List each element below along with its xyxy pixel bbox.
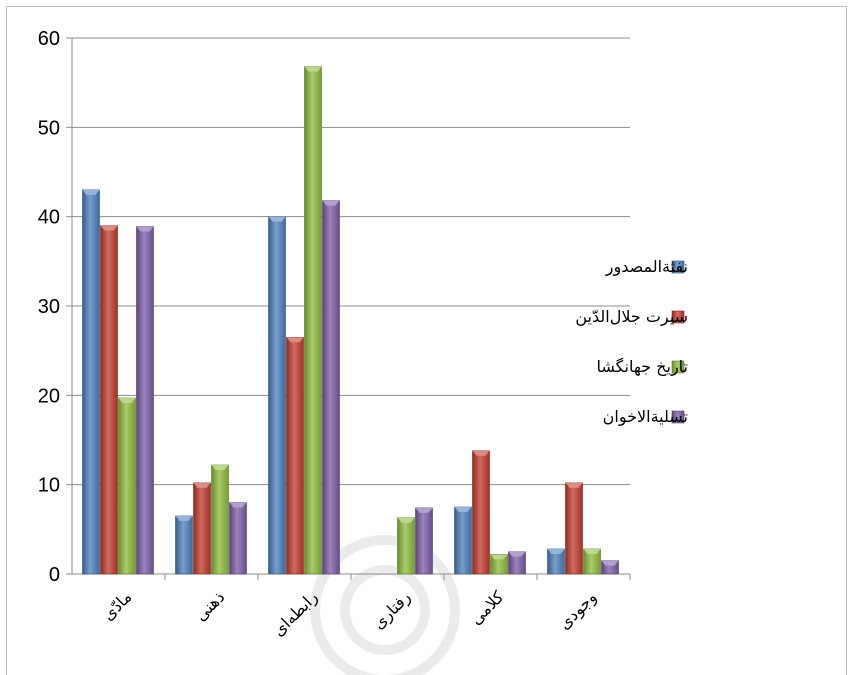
- x-tick-label: ذهنی: [191, 587, 228, 624]
- bar: [397, 517, 415, 575]
- bar: [454, 506, 472, 575]
- legend-label: سیرت جلال‌الدّین: [575, 307, 688, 327]
- y-tick-label: 40: [38, 207, 60, 229]
- bar: [286, 336, 304, 575]
- bar-top-bevel: [472, 450, 490, 456]
- bar: [322, 200, 340, 575]
- legend-label: نفثةالمصدور: [605, 257, 688, 277]
- bar: [268, 216, 286, 575]
- bar-top-bevel: [508, 551, 526, 557]
- x-tick-label: وجودی: [555, 587, 601, 633]
- y-tick-label: 20: [38, 385, 60, 407]
- legend: نفثةالمصدور سیرت جلال‌الدّین تاریخ جهانگشا…: [575, 257, 688, 427]
- bar: [100, 225, 118, 575]
- y-tick-label: 30: [38, 296, 60, 318]
- bar-top-bevel: [100, 225, 118, 231]
- x-tick-label: کلامی: [466, 587, 507, 628]
- bar-top-bevel: [547, 548, 565, 554]
- y-tick-label: 0: [49, 564, 60, 586]
- bar-top-bevel: [118, 398, 136, 404]
- bar: [82, 189, 100, 575]
- bar-top-bevel: [583, 548, 601, 554]
- legend-swatch: [671, 310, 685, 324]
- bar-top-bevel: [211, 465, 229, 471]
- bar-top-bevel: [229, 502, 247, 508]
- bar: [118, 397, 136, 575]
- y-axis-ticks: 0 10 20 30 40 50 60: [38, 28, 60, 586]
- bar: [565, 482, 583, 575]
- bar: [175, 515, 193, 575]
- bar: [304, 66, 322, 575]
- legend-label: تاریخ جهانگشا: [597, 357, 689, 377]
- chart-frame: [6, 6, 847, 675]
- x-tick-label: رفتاری: [369, 587, 415, 633]
- bar-top-bevel: [193, 482, 211, 488]
- bar-top-bevel: [601, 560, 619, 566]
- bar-top-bevel: [565, 482, 583, 488]
- bar: [229, 502, 247, 575]
- legend-swatch: [671, 360, 685, 374]
- bar: [211, 464, 229, 575]
- bar-top-bevel: [397, 517, 415, 523]
- bar-top-bevel: [304, 66, 322, 72]
- y-tick-label: 60: [38, 28, 60, 50]
- bar-top-bevel: [268, 216, 286, 222]
- legend-label: تسلیةالاخوان: [603, 407, 688, 427]
- legend-swatch: [671, 260, 685, 274]
- x-tick-label: مادّی: [98, 587, 135, 624]
- bars: [82, 66, 619, 575]
- bar-top-bevel: [136, 226, 154, 232]
- bar-top-bevel: [490, 554, 508, 560]
- bar-top-bevel: [322, 200, 340, 206]
- legend-swatch: [671, 410, 685, 424]
- bar-top-bevel: [286, 337, 304, 343]
- bar-top-bevel: [175, 515, 193, 521]
- y-tick-label: 10: [38, 475, 60, 497]
- bar: [472, 450, 490, 575]
- bar-top-bevel: [454, 507, 472, 512]
- watermark-logo: [310, 535, 460, 675]
- bar: [415, 507, 433, 575]
- bar: [136, 226, 154, 575]
- bar-top-bevel: [415, 507, 433, 513]
- bar: [193, 482, 211, 575]
- bar-top-bevel: [82, 189, 100, 195]
- y-tick-label: 50: [38, 117, 60, 139]
- gridlines: [66, 37, 631, 580]
